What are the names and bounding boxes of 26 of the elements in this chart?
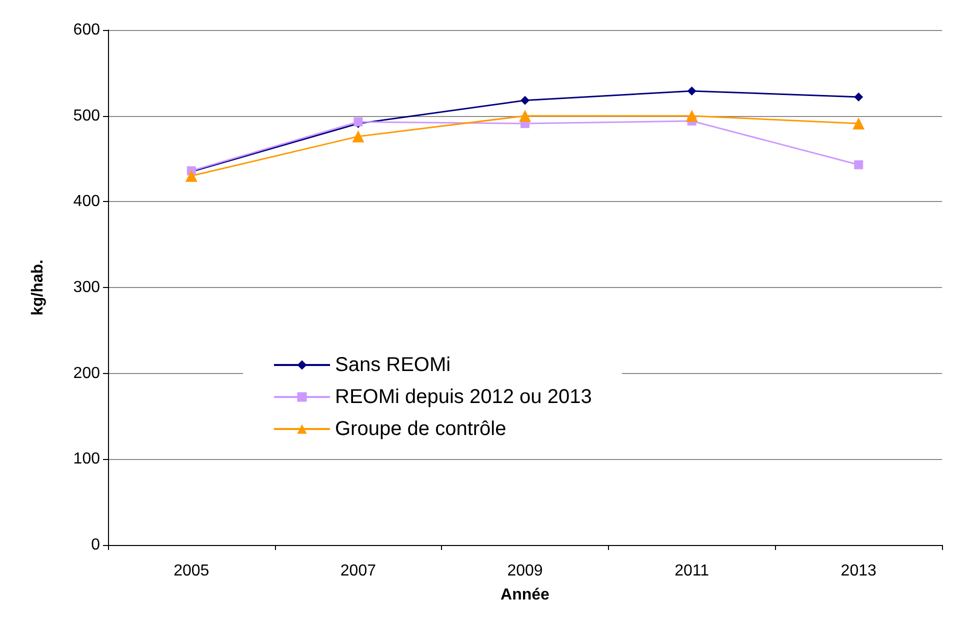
point <box>520 96 530 105</box>
point <box>854 92 864 102</box>
x-tick-label: 2013 <box>840 562 876 580</box>
y-axis-title: kg/hab. <box>30 259 46 316</box>
legend-label: REOMi depuis 2012 ou 2013 <box>335 386 592 408</box>
y-tick-label: 200 <box>73 364 100 382</box>
y-tick-label: 600 <box>73 22 100 38</box>
y-tick-label: 500 <box>73 107 100 124</box>
y-tick-label: 0 <box>91 536 100 554</box>
legend-label: Groupe de contrôle <box>335 418 506 440</box>
y-tick-label: 400 <box>73 193 100 210</box>
point <box>687 86 696 96</box>
x-axis-title: Année <box>500 586 550 604</box>
point <box>686 110 698 122</box>
point <box>185 170 198 182</box>
x-tick-label: 2005 <box>174 562 210 580</box>
x-tick-label: 2011 <box>674 562 710 580</box>
y-tick-label: 300 <box>73 279 100 296</box>
y-tick-label: 100 <box>73 450 100 468</box>
point <box>352 130 364 142</box>
x-tick-label: 2007 <box>340 562 376 580</box>
legend-label: Sans REOMi <box>335 354 451 376</box>
point <box>852 118 865 130</box>
point <box>854 160 864 170</box>
x-tick-label: 2009 <box>507 562 543 580</box>
point <box>519 110 531 122</box>
